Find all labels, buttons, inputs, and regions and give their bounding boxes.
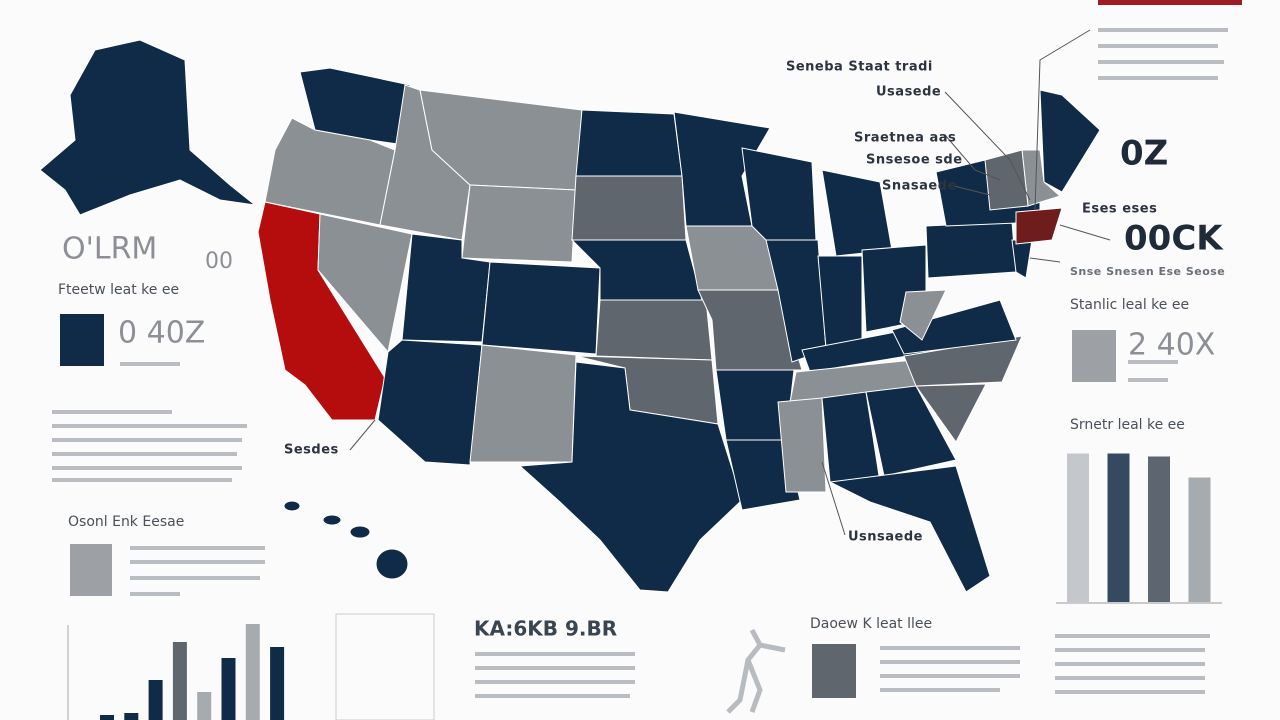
callout: Usasede <box>876 85 941 100</box>
indiana <box>817 255 863 349</box>
vermont <box>984 149 1029 211</box>
bar <box>100 715 114 720</box>
big-number: O'LRM <box>62 232 157 267</box>
maine <box>1039 89 1101 193</box>
bar <box>270 647 285 720</box>
swatch <box>812 644 856 698</box>
texas <box>518 361 743 593</box>
pennsylvania <box>925 221 1017 279</box>
bar <box>1188 477 1211 602</box>
leader-lines <box>349 29 1111 536</box>
colorado <box>481 261 601 355</box>
bar <box>148 680 163 720</box>
south-carolina <box>915 383 987 443</box>
big-number: 00 <box>205 249 233 274</box>
callout: Snsesoe sde <box>866 153 963 168</box>
virginia <box>891 299 1017 355</box>
wisconsin <box>741 147 817 241</box>
alaska <box>39 39 257 216</box>
callout: Snasaede <box>882 179 957 194</box>
filler-lines <box>52 28 1228 720</box>
callout: Sesdes <box>284 443 339 458</box>
swatch <box>70 544 112 596</box>
panel-title: Fteetw leat ke ee <box>58 282 179 298</box>
bar <box>245 624 260 720</box>
bar <box>1067 453 1089 602</box>
hawaii <box>375 548 409 580</box>
big-number: 0Z <box>1120 134 1168 174</box>
bar <box>221 658 236 720</box>
georgia <box>865 385 957 477</box>
south-dakota <box>571 175 687 241</box>
bar <box>1107 453 1130 602</box>
callout: Usnsaede <box>848 530 923 545</box>
swatch <box>1072 330 1116 382</box>
callout: Sraetnea aas <box>854 131 956 146</box>
bar <box>197 692 212 720</box>
panel-value: 0 40Z <box>118 316 205 351</box>
florida <box>828 465 991 593</box>
wyoming <box>461 184 577 263</box>
us-map <box>39 39 1101 593</box>
callout: Eses eses <box>1082 202 1157 217</box>
panel-title: Daoew K leat llee <box>810 616 932 632</box>
subtext: Snse Snesen Ese Seose <box>1070 265 1225 278</box>
figure-icon <box>726 628 786 714</box>
chart-title: Srnetr leal ke ee <box>1070 417 1185 433</box>
hawaii <box>322 514 342 526</box>
callout: Seneba Staat tradi <box>786 60 933 75</box>
panel-title: Osonl Enk Eesae <box>68 514 184 530</box>
bar <box>172 642 187 720</box>
accent-bar <box>1098 0 1242 5</box>
text-box <box>335 613 435 720</box>
bar <box>1148 456 1170 602</box>
new-mexico <box>469 344 577 463</box>
north-dakota <box>575 109 683 177</box>
mississippi <box>777 397 827 493</box>
swatch <box>60 314 104 366</box>
arizona <box>377 339 483 466</box>
louisiana <box>725 439 801 511</box>
section-title: KA:6KB 9.BR <box>474 617 617 641</box>
hawaii <box>349 525 371 539</box>
kansas <box>595 299 713 361</box>
panel-value: 2 40X <box>1128 328 1215 363</box>
panel-title: Stanlic leal ke ee <box>1070 297 1189 313</box>
west-virginia <box>899 289 947 341</box>
bar <box>124 713 139 720</box>
connecticut <box>1015 207 1063 245</box>
hawaii <box>283 500 301 512</box>
big-number: 00CK <box>1124 219 1224 259</box>
